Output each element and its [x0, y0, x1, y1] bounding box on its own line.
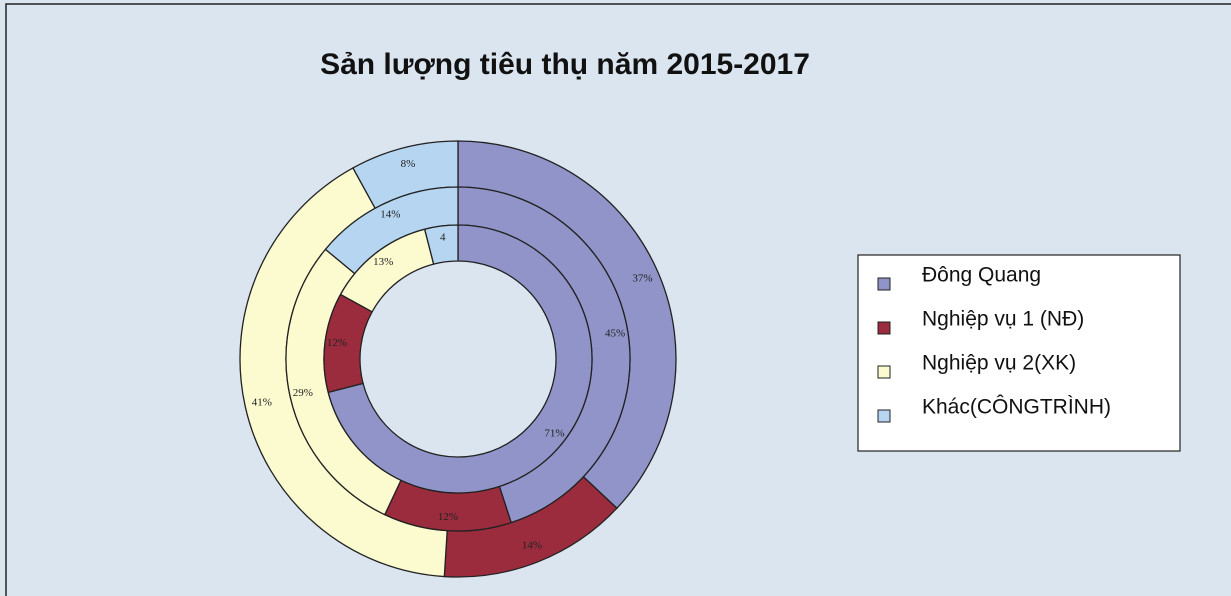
- data-label: 14%: [380, 209, 400, 221]
- legend-swatch: [877, 277, 891, 291]
- data-label: 14%: [522, 539, 542, 551]
- legend-label: Nghiệp vụ 1 (NĐ): [922, 308, 1084, 331]
- data-label: 12%: [438, 511, 458, 523]
- legend-swatch: [877, 409, 891, 423]
- legend-label: Nghiệp vụ 2(XK): [922, 352, 1076, 375]
- ring-segment: [327, 224, 593, 494]
- data-label: 13%: [373, 256, 393, 268]
- ring-segment: [423, 224, 459, 265]
- data-label: 45%: [605, 328, 625, 340]
- chart-title: Sản lượng tiêu thụ năm 2015-2017: [320, 48, 810, 81]
- data-label: 37%: [632, 273, 652, 285]
- data-label: 8%: [401, 158, 416, 170]
- legend-box: [857, 254, 1181, 452]
- legend-swatch: [877, 321, 891, 335]
- data-label: 12%: [327, 337, 347, 349]
- data-label: 41%: [252, 396, 272, 408]
- data-label: 29%: [293, 387, 313, 399]
- data-label: 71%: [544, 427, 564, 439]
- legend-swatch: [877, 365, 891, 379]
- data-label: 4: [440, 231, 446, 243]
- legend-label: Khác(CÔNGTRÌNH): [922, 396, 1111, 419]
- legend-label: Đông Quang: [922, 264, 1041, 287]
